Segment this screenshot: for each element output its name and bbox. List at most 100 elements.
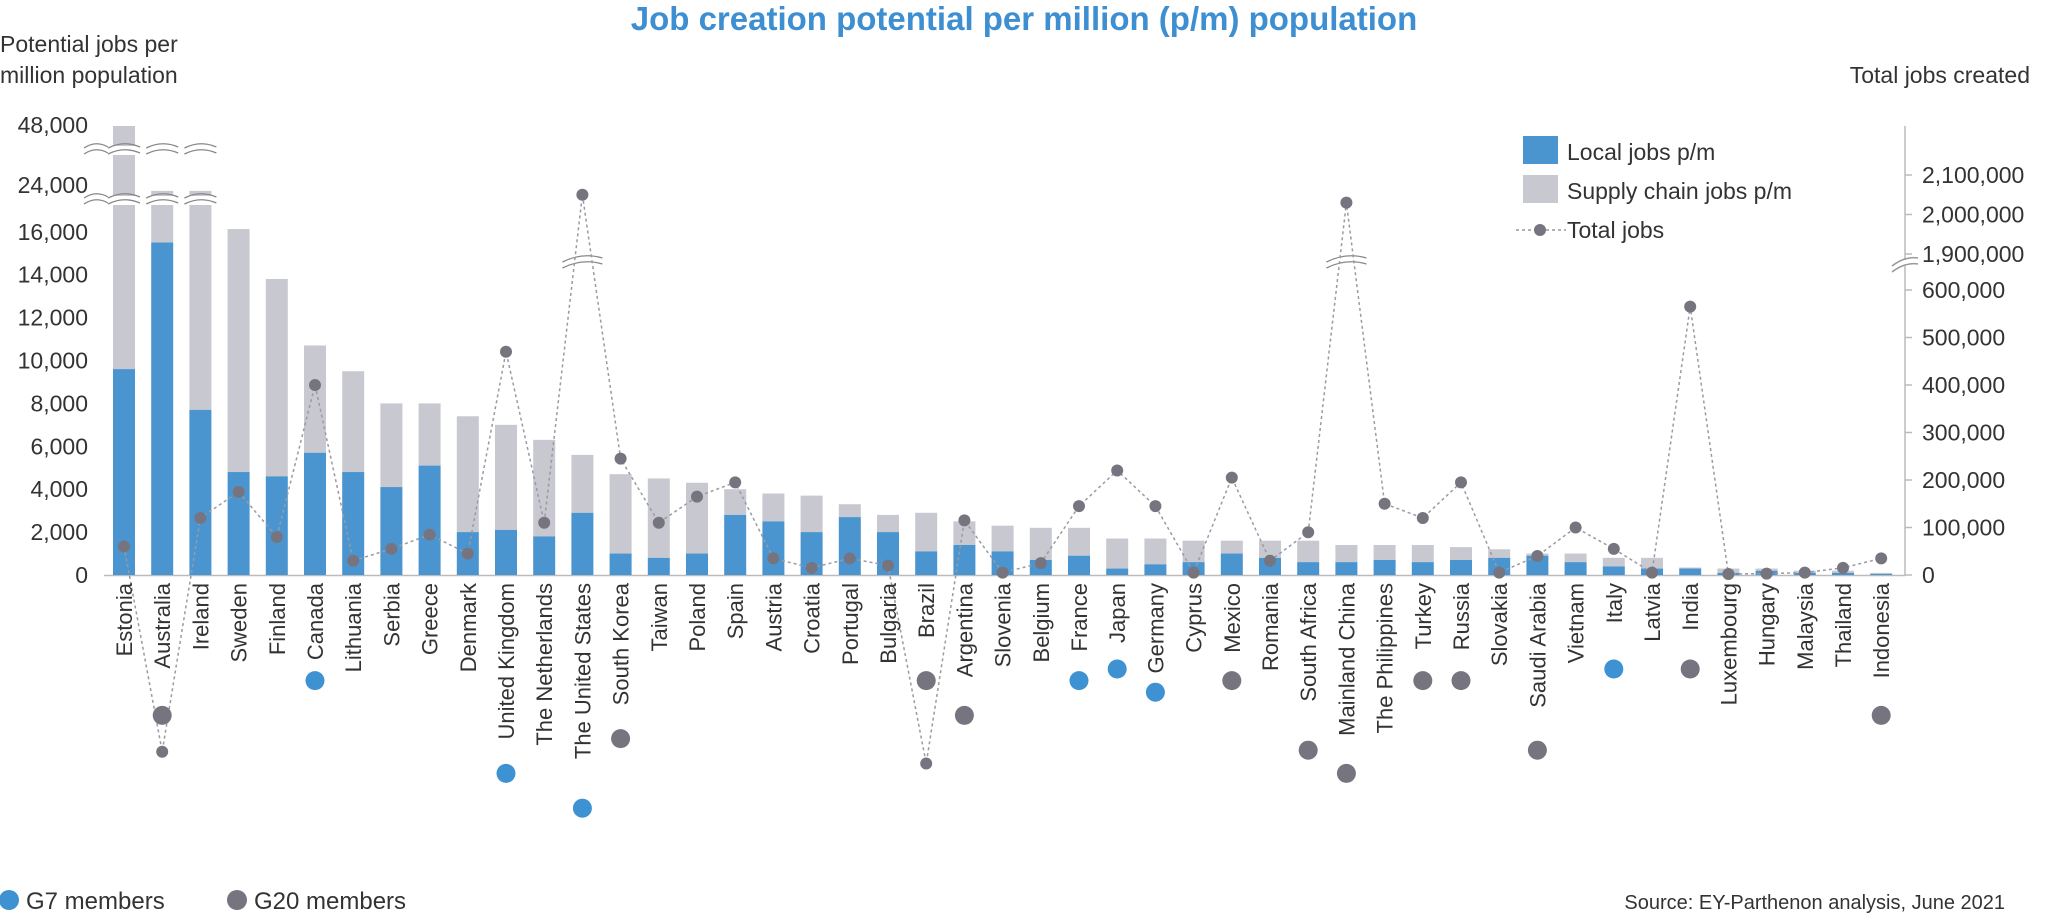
- total-jobs-point-latvia: [1646, 566, 1658, 579]
- total-jobs-point-brazil: [920, 757, 933, 770]
- category-labels: Estonia Australia Ireland Sweden Finland Cana…: [112, 582, 1894, 818]
- bar-supply-mexico: [1220, 540, 1243, 554]
- bar-supply-sweden: [227, 229, 250, 473]
- bar-local-mexico: [1220, 553, 1243, 575]
- category-label: Bulgaria: [876, 582, 901, 663]
- category-label: Australia: [150, 582, 175, 668]
- left-axis: 0 2,000 4,000 6,000 8,000 10,000 12,000 14,000 1…: [18, 112, 88, 588]
- bar-supply-lithuania: [342, 371, 365, 473]
- category-label: Spain: [723, 583, 748, 639]
- axis-breaks: [83, 143, 1919, 273]
- bar-local-italy: [1602, 566, 1625, 575]
- total-jobs-point-thailand: [1837, 561, 1849, 574]
- bar-supply-ireland: [189, 190, 212, 410]
- bar-supply-brazil: [915, 512, 938, 552]
- category-label: Saudi Arabia: [1525, 582, 1550, 708]
- bar-break-mark: [184, 143, 217, 149]
- category-label: The United States: [570, 583, 595, 759]
- bar-break-mark: [145, 143, 179, 149]
- total-jobs-point-italy: [1607, 542, 1620, 555]
- total-jobs-point-luxembourg: [1722, 568, 1735, 581]
- bar-local-india: [1679, 568, 1702, 575]
- total-jobs-point-slovakia: [1493, 566, 1506, 579]
- right-tick-label: 2,000,000: [1922, 202, 2024, 228]
- category-label: Russia: [1449, 582, 1474, 650]
- bar-break-mark: [145, 149, 179, 155]
- bar-break-mark: [107, 149, 141, 155]
- category-label: Vietnam: [1564, 583, 1589, 663]
- bar-supply-south-africa: [1297, 540, 1320, 563]
- bar-supply-mainland-china: [1335, 544, 1358, 563]
- left-tick-label: 6,000: [30, 433, 88, 459]
- bar-break-gap: [111, 146, 137, 155]
- legend: Local jobs p/m Supply chain jobs p/m Tot…: [1516, 136, 1792, 243]
- left-tick-label: 10,000: [18, 348, 88, 374]
- bar-supply-russia: [1450, 547, 1472, 560]
- bar-break-gap: [111, 196, 137, 205]
- category-label: Indonesia: [1869, 582, 1894, 678]
- category-label: France: [1067, 583, 1092, 651]
- category-label: Canada: [303, 582, 328, 660]
- bar-local-mainland-china: [1335, 562, 1358, 575]
- category-label: Greece: [418, 583, 443, 655]
- bar-local-poland: [686, 553, 708, 575]
- right-tick-label: 400,000: [1922, 372, 2005, 398]
- total-jobs-point-the-philippines: [1378, 497, 1391, 510]
- g20-member-dot: [1298, 740, 1318, 760]
- bar-local-estonia: [113, 369, 135, 575]
- category-label: India: [1678, 582, 1703, 630]
- right-axis-label: Total jobs created: [1850, 62, 2030, 88]
- g7-member-dot: [1604, 659, 1624, 679]
- total-jobs-point-japan: [1111, 464, 1124, 477]
- total-jobs-point-the-united-states: [576, 188, 589, 201]
- total-jobs-point-south-korea: [614, 452, 627, 465]
- g7-member-dot: [1107, 659, 1127, 679]
- left-tick-label: 2,000: [30, 519, 88, 545]
- bar-break-gap: [187, 196, 214, 205]
- bar-supply-the-netherlands: [533, 439, 556, 537]
- category-label: South Africa: [1296, 582, 1321, 701]
- left-axis-label-line2: million population: [0, 62, 178, 88]
- category-label: Brazil: [914, 583, 939, 638]
- right-axis-break: [1891, 256, 1919, 273]
- category-label: Taiwan: [647, 583, 672, 651]
- bar-supply-india: [1679, 567, 1702, 569]
- bar-supply-finland: [265, 278, 288, 477]
- right-tick-label: 200,000: [1922, 467, 2005, 493]
- category-label: Sweden: [227, 583, 252, 663]
- total-jobs-point-australia: [156, 745, 169, 758]
- category-label: Poland: [685, 583, 710, 652]
- category-label: Austria: [761, 582, 786, 651]
- bar-local-south-korea: [609, 553, 632, 575]
- chart-title: Job creation potential per million (p/m)…: [631, 0, 1418, 37]
- right-tick-label: 500,000: [1922, 325, 2005, 351]
- total-jobs-point-poland: [691, 490, 703, 503]
- right-tick-label: 600,000: [1922, 277, 2005, 303]
- total-jobs-point-malaysia: [1798, 566, 1811, 579]
- bar-local-vietnam: [1564, 562, 1587, 575]
- bar-local-saudi-arabia: [1526, 555, 1549, 575]
- legend-local-label: Local jobs p/m: [1567, 139, 1715, 165]
- legend-supply-label: Supply chain jobs p/m: [1567, 178, 1792, 204]
- total-jobs-point-canada: [309, 379, 321, 391]
- category-label: Italy: [1602, 583, 1627, 623]
- category-label: Romania: [1258, 582, 1283, 671]
- g20-label: G20 members: [254, 888, 406, 915]
- bar-supply-slovenia: [991, 525, 1014, 552]
- category-label: Slovenia: [991, 582, 1016, 667]
- line-break-mark: [1326, 255, 1367, 263]
- bar-break-mark: [145, 199, 179, 205]
- footer: G7 members G20 members Source: EY-Parthe…: [0, 888, 2005, 915]
- bar-break-mark: [107, 143, 141, 149]
- right-tick-label: 0: [1922, 562, 1935, 588]
- category-label: The Netherlands: [532, 583, 557, 746]
- bar-break-gap: [149, 146, 176, 155]
- bar-local-ireland: [189, 409, 212, 575]
- bar-supply-latvia: [1641, 557, 1663, 569]
- legend-local-swatch: [1523, 136, 1558, 164]
- left-tick-label: 14,000: [18, 262, 88, 288]
- bar-local-brazil: [915, 551, 938, 575]
- g20-marker: [227, 890, 247, 910]
- total-jobs-point-russia: [1455, 476, 1467, 489]
- bar-local-the-philippines: [1373, 559, 1396, 575]
